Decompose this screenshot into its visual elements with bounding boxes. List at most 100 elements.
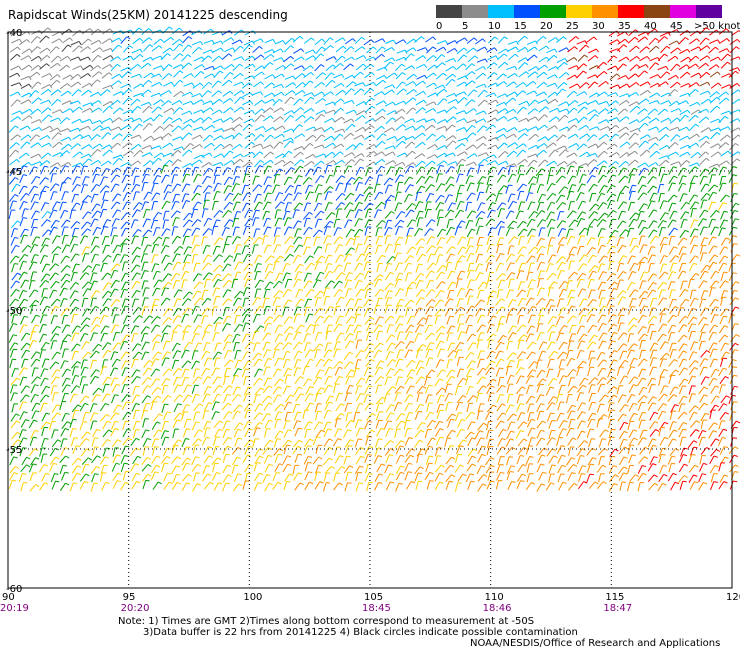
wind-barb xyxy=(172,107,180,115)
wind-barb xyxy=(242,192,248,201)
wind-barb-flag xyxy=(625,75,629,79)
wind-barb-flag xyxy=(145,326,150,329)
wind-barb xyxy=(110,279,117,288)
wind-barb-flag xyxy=(705,183,710,186)
wind-barb-flag xyxy=(695,123,700,127)
wind-barb xyxy=(576,211,583,220)
wind-barb-flag xyxy=(148,102,152,107)
wind-barb xyxy=(415,210,420,220)
wind-barb-flag xyxy=(491,209,496,212)
wind-barb xyxy=(364,176,370,186)
wind-barb xyxy=(720,271,725,281)
wind-barb-flag xyxy=(593,36,598,41)
wind-barb xyxy=(31,161,41,166)
wind-barb xyxy=(375,108,383,116)
wind-barb xyxy=(131,167,136,177)
wind-barb-flag xyxy=(470,269,475,272)
wind-barb-flag xyxy=(24,228,29,231)
wind-barb-flag xyxy=(126,238,131,242)
wind-barb xyxy=(718,202,724,211)
wind-barb-flag xyxy=(55,46,60,50)
wind-barb-flag xyxy=(562,307,567,310)
wind-barb xyxy=(486,193,493,201)
wind-barb xyxy=(467,55,476,63)
wind-barb xyxy=(71,325,78,334)
wind-barb-flag xyxy=(328,254,333,257)
wind-barb xyxy=(718,91,727,98)
wind-barb xyxy=(487,72,495,80)
wind-barb xyxy=(687,316,694,325)
wind-barb xyxy=(527,314,533,324)
wind-barb xyxy=(232,153,242,159)
wind-barb xyxy=(406,73,415,81)
wind-barb xyxy=(568,142,577,149)
wind-barb xyxy=(314,82,322,89)
wind-barb xyxy=(150,316,158,324)
wind-barb xyxy=(606,143,615,150)
wind-barb-flag xyxy=(571,305,576,308)
wind-barb-flag xyxy=(412,125,416,130)
wind-barb-flag xyxy=(169,47,174,52)
wind-barb-flag xyxy=(168,100,172,104)
wind-barb-flag xyxy=(430,270,435,274)
wind-barb-flag xyxy=(703,280,708,283)
wind-barb xyxy=(414,132,423,139)
wind-barb xyxy=(535,297,543,306)
wind-barb xyxy=(345,109,355,115)
wind-barb xyxy=(20,141,28,149)
wind-barb xyxy=(91,47,100,54)
wind-barb-flag xyxy=(36,175,41,179)
wind-barb xyxy=(143,191,149,201)
wind-barb-flag xyxy=(573,124,578,128)
wind-barb xyxy=(373,91,383,97)
wind-barb xyxy=(456,288,462,297)
wind-barb xyxy=(677,100,687,105)
wind-barb xyxy=(588,270,594,280)
wind-barb xyxy=(486,160,496,166)
wind-barb xyxy=(223,63,232,70)
wind-barb xyxy=(295,298,302,307)
wind-barb-flag xyxy=(642,326,647,329)
wind-barb xyxy=(222,315,228,325)
wind-barb-flag xyxy=(16,72,21,77)
wind-barb-flag xyxy=(199,159,203,164)
wind-barb xyxy=(375,79,384,87)
wind-barb xyxy=(234,315,238,325)
wind-barb xyxy=(333,82,342,89)
wind-barb-flag xyxy=(368,252,373,255)
wind-barb xyxy=(283,110,292,116)
wind-barb xyxy=(688,123,696,132)
wind-barb-flag xyxy=(388,227,393,230)
wind-barb-flag xyxy=(350,192,355,196)
wind-barb-flag xyxy=(321,255,326,259)
wind-barb-flag xyxy=(615,124,620,129)
wind-barb xyxy=(416,118,425,123)
wind-barb xyxy=(545,299,551,308)
wind-barb xyxy=(70,81,79,88)
wind-barb xyxy=(30,227,34,237)
wind-barb xyxy=(447,290,451,299)
wind-barb xyxy=(708,184,715,193)
wind-barb xyxy=(21,48,30,55)
wind-barb xyxy=(518,62,525,70)
wind-barb-flag xyxy=(734,297,740,300)
wind-barb-flag xyxy=(525,128,529,133)
wind-barb-flag xyxy=(88,158,93,162)
wind-barb-flag xyxy=(390,166,395,169)
wind-barb-flag xyxy=(240,73,244,77)
wind-barb xyxy=(284,202,289,212)
wind-barb xyxy=(649,150,657,158)
wind-barb xyxy=(508,236,515,245)
wind-barb xyxy=(436,125,445,131)
wind-barb xyxy=(324,254,330,264)
wind-barb-flag xyxy=(371,105,376,109)
wind-barb-flag xyxy=(481,202,486,205)
wind-barb-flag xyxy=(368,219,373,222)
wind-barb xyxy=(476,237,481,246)
wind-barb-flag xyxy=(372,82,377,86)
wind-barb-flag xyxy=(622,63,627,67)
wind-barb xyxy=(496,53,505,61)
wind-barb-flag xyxy=(381,254,386,258)
wind-barb-flag xyxy=(197,325,202,328)
wind-barb-flag xyxy=(733,290,738,292)
